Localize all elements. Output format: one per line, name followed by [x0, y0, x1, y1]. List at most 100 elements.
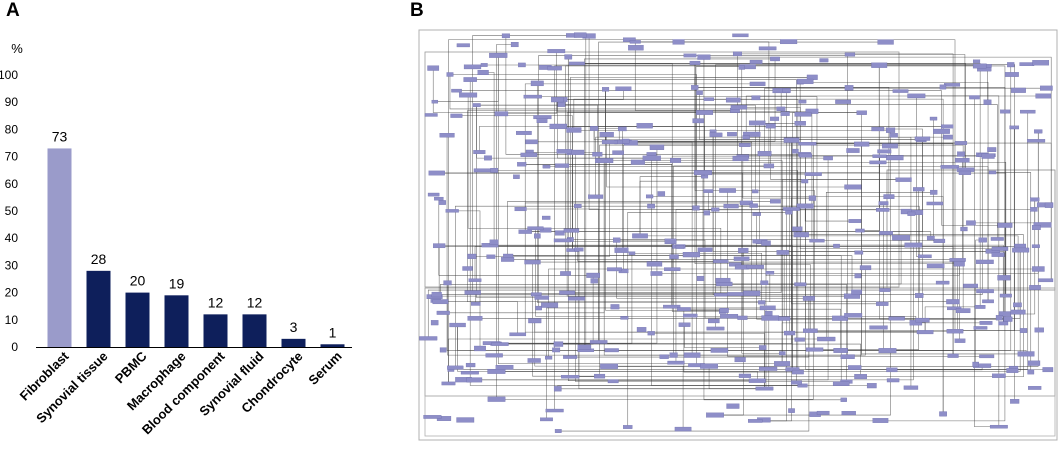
- network-node: [696, 90, 703, 95]
- network-node: [590, 126, 599, 131]
- network-edge: [673, 165, 769, 356]
- network-node: [794, 111, 812, 117]
- network-node: [618, 126, 627, 132]
- network-node: [456, 417, 475, 423]
- network-node: [844, 184, 862, 190]
- network-node: [465, 362, 476, 368]
- network-edge: [525, 138, 923, 232]
- network-edge: [505, 35, 805, 155]
- network-node: [955, 157, 970, 163]
- value-label: 3: [290, 319, 298, 335]
- network-node: [630, 159, 645, 165]
- network-node: [832, 315, 848, 321]
- network-edge: [975, 239, 983, 365]
- network-node: [992, 373, 1006, 378]
- network-node: [1028, 386, 1042, 390]
- network-edge: [924, 306, 981, 333]
- network-edge: [849, 54, 966, 173]
- network-node: [769, 199, 781, 204]
- network-edge: [469, 79, 803, 386]
- network-node: [1034, 129, 1043, 134]
- network-node: [427, 192, 440, 197]
- network-node: [706, 412, 724, 418]
- network-node: [798, 99, 807, 104]
- network-node: [439, 347, 447, 353]
- network-node: [983, 99, 992, 105]
- network-node: [866, 383, 877, 389]
- network-node: [738, 65, 745, 70]
- network-edge: [805, 155, 1051, 370]
- network-edge: [472, 35, 572, 293]
- network-edge: [496, 174, 814, 400]
- network-edge: [631, 252, 763, 303]
- network-node: [946, 299, 960, 305]
- network-edge: [434, 55, 499, 102]
- network-node: [586, 272, 600, 278]
- network-node: [739, 143, 751, 147]
- network-edge: [960, 142, 1052, 281]
- network-node: [432, 299, 449, 305]
- network-node: [1006, 368, 1019, 373]
- network-edge: [562, 99, 799, 373]
- network-node: [513, 174, 520, 179]
- bar-serum: [320, 344, 345, 347]
- network-node: [1013, 302, 1022, 308]
- network-node: [877, 39, 894, 45]
- network-edge: [694, 62, 960, 265]
- network-edge: [538, 55, 691, 309]
- network-edge: [755, 225, 1006, 422]
- network-node: [933, 128, 950, 134]
- network-node: [450, 113, 463, 118]
- network-node: [703, 210, 711, 216]
- network-node: [670, 158, 682, 163]
- network-node: [776, 106, 786, 112]
- network-edge: [578, 249, 765, 389]
- network-node: [1032, 60, 1050, 66]
- network-node: [947, 353, 959, 358]
- network-nodes: [419, 32, 1054, 433]
- network-node: [933, 238, 946, 243]
- network-edge: [507, 201, 776, 260]
- network-node: [667, 360, 685, 365]
- category-label: Serum: [305, 349, 344, 388]
- network-edge: [712, 131, 993, 252]
- network-node: [725, 97, 741, 103]
- network-node: [793, 232, 809, 238]
- network-node: [939, 411, 947, 417]
- network-edge: [567, 56, 891, 131]
- network-node: [734, 357, 746, 363]
- network-edge: [561, 104, 998, 239]
- network-node: [835, 99, 851, 104]
- network-node: [918, 254, 932, 259]
- network-edge: [704, 249, 771, 319]
- network-edge: [640, 235, 1019, 313]
- network-edge: [609, 141, 753, 294]
- network-node: [636, 327, 647, 333]
- bar-blood-component: [203, 314, 228, 347]
- network-node: [553, 341, 564, 347]
- network-node: [761, 240, 771, 246]
- network-edge: [629, 39, 956, 332]
- network-node: [552, 347, 561, 353]
- network-node: [419, 336, 438, 341]
- network-node: [563, 355, 578, 359]
- network-node: [803, 328, 818, 333]
- network-node: [733, 256, 750, 261]
- network-node: [743, 290, 761, 296]
- network-node: [612, 150, 624, 155]
- network-node: [791, 380, 802, 385]
- network-node: [647, 203, 655, 209]
- network-node: [528, 318, 542, 324]
- network-node: [1042, 367, 1054, 373]
- network-node: [991, 246, 1009, 251]
- network-node: [840, 397, 847, 402]
- network-node: [995, 315, 1003, 321]
- network-node: [1003, 316, 1013, 322]
- network-node: [914, 136, 931, 141]
- network-edge: [598, 41, 886, 342]
- network-node: [446, 72, 454, 77]
- network-node: [541, 215, 551, 220]
- network-node: [636, 123, 653, 129]
- network-node: [541, 302, 559, 308]
- network-node: [518, 62, 526, 68]
